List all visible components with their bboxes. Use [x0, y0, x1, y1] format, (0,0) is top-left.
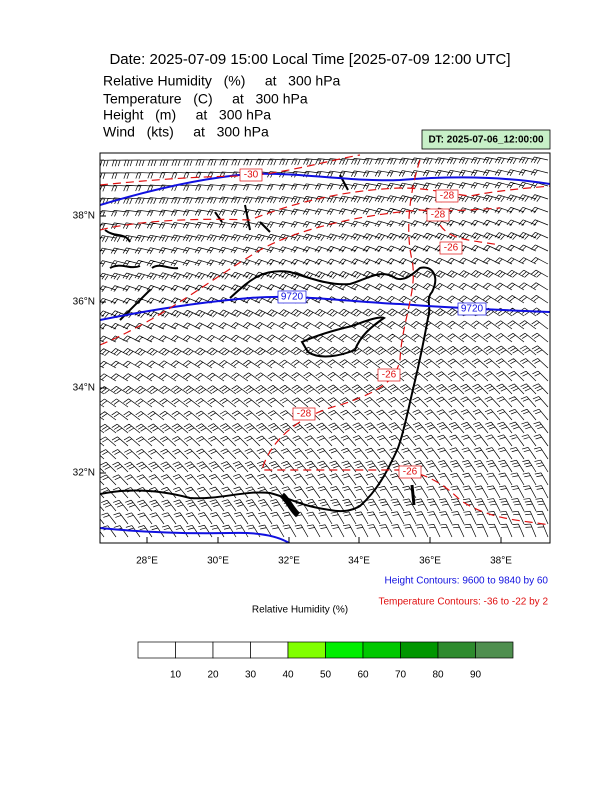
contour-label: -30: [244, 170, 259, 181]
colorbar-label: 60: [357, 670, 369, 681]
lon-label: 32°E: [278, 556, 300, 567]
lon-label: 36°E: [419, 556, 441, 567]
lat-label: 34°N: [73, 383, 95, 394]
contour-label: -28: [431, 210, 446, 221]
colorbar-label: 10: [170, 670, 182, 681]
colorbar-box: [175, 641, 214, 659]
field: Wind (kts) at 300 hPa: [103, 124, 269, 140]
lake: [279, 492, 301, 518]
dt-box: [421, 129, 551, 150]
colorbar-box: [325, 641, 364, 659]
contour-label-box: [426, 208, 450, 222]
contour-label: -28: [297, 409, 312, 420]
contour-label-box: [292, 407, 316, 421]
lat-label: 38°N: [73, 211, 95, 222]
lon-label: 38°E: [490, 556, 512, 567]
contour-label-box: [439, 241, 463, 255]
field: Height (m) at 300 hPa: [103, 107, 271, 123]
contour-label-box: [435, 189, 459, 203]
wind-barbs: [100, 156, 549, 538]
colorbar-box: [137, 641, 176, 659]
title: Date: 2025-07-09 15:00 Local Time [2025-…: [109, 51, 510, 68]
dt-label: DT: 2025-07-06_12:00:00: [428, 135, 544, 146]
colorbar-label: 70: [395, 670, 407, 681]
lat-label: 32°N: [73, 468, 95, 479]
colorbar-box: [475, 641, 514, 659]
contour-label: -26: [403, 467, 418, 478]
contour-label-box: [457, 302, 487, 316]
lon-label: 34°E: [348, 556, 370, 567]
contour-label: -28: [440, 191, 455, 202]
colorbar-box: [287, 641, 326, 659]
lon-label: 30°E: [207, 556, 229, 567]
colorbar-label: 90: [470, 670, 482, 681]
colorbar-box: [437, 641, 476, 659]
coastlines: [100, 174, 437, 513]
colorbar-label: 30: [245, 670, 257, 681]
colorbar-label: 50: [320, 670, 332, 681]
map-layer: [100, 154, 550, 543]
colorbar-box: [400, 641, 439, 659]
colorbar-title: Relative Humidity (%): [252, 605, 348, 616]
contour-label: -26: [444, 243, 459, 254]
height-note: Height Contours: 9600 to 9840 by 60: [385, 576, 549, 587]
colorbar-box: [212, 641, 251, 659]
contour-label-box: [377, 368, 401, 382]
temperature-note: Temperature Contours: -36 to -22 by 2: [378, 597, 548, 608]
contour-label-box: [239, 168, 263, 182]
field: Relative Humidity (%) at 300 hPa: [103, 73, 341, 89]
map-frame: [99, 152, 551, 544]
colorbar-label: 80: [432, 670, 444, 681]
colorbar-box: [362, 641, 401, 659]
contour-label-box: [398, 465, 422, 479]
colorbar-label: 20: [207, 670, 219, 681]
contour-label: 9720: [281, 292, 304, 303]
lat-label: 36°N: [73, 297, 95, 308]
contour-label: -26: [382, 370, 397, 381]
field: Temperature (C) at 300 hPa: [103, 91, 308, 107]
contour-label: 9720: [461, 304, 484, 315]
colorbar-box: [250, 641, 289, 659]
contour-label-box: [277, 290, 307, 304]
lon-label: 28°E: [136, 556, 158, 567]
colorbar-label: 40: [282, 670, 294, 681]
